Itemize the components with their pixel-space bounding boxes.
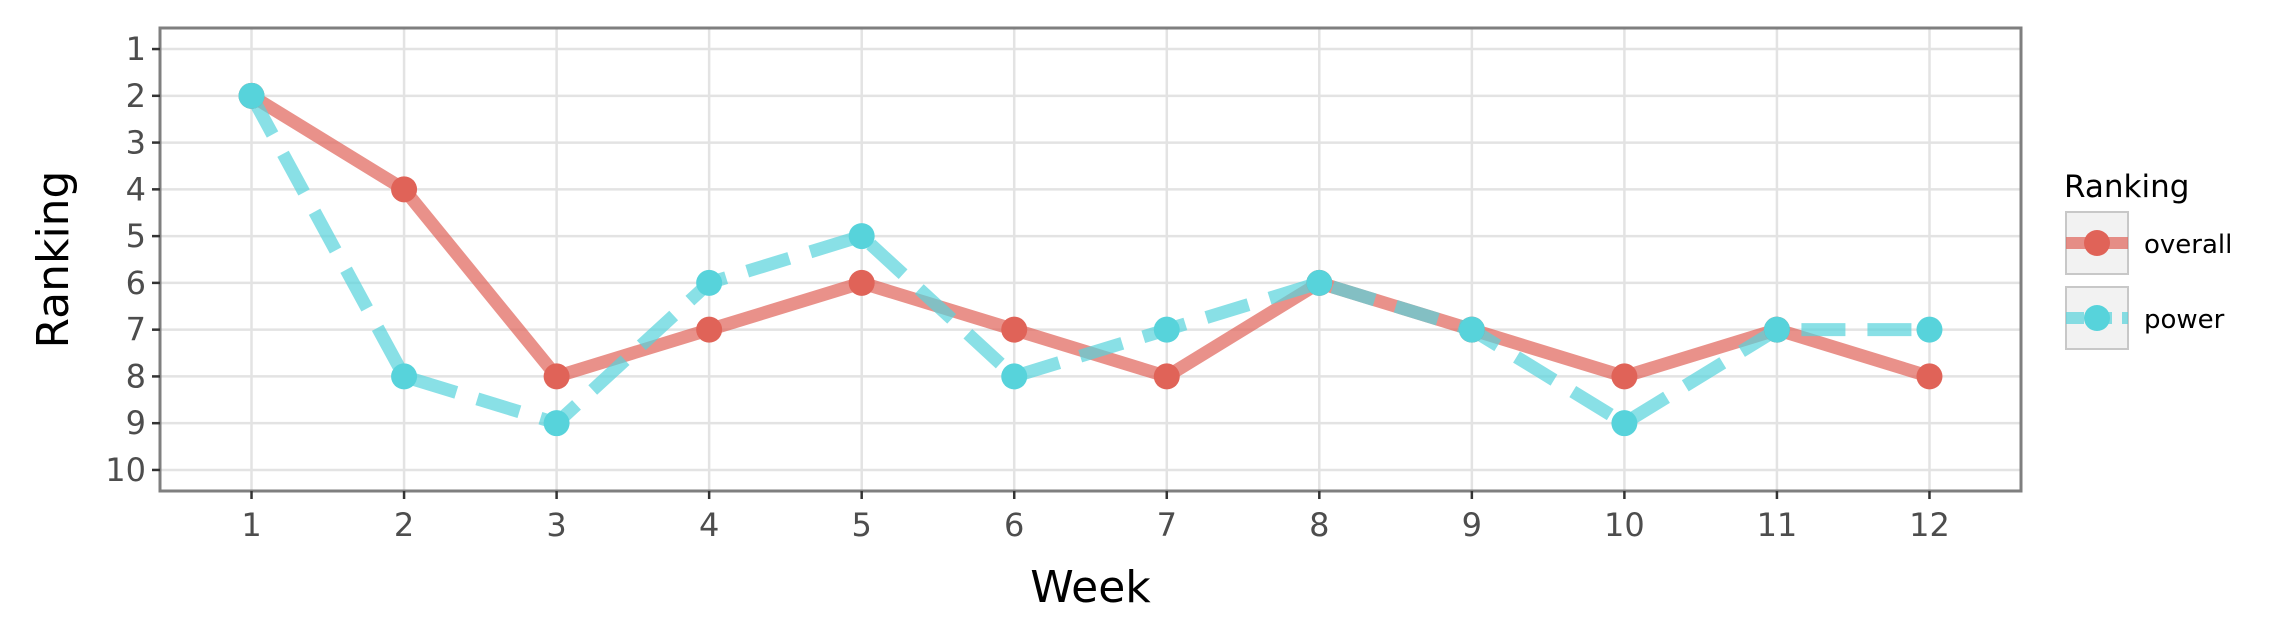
x-tick-label: 9 (1462, 506, 1482, 544)
y-tick-label: 3 (126, 124, 146, 162)
series-layer (238, 82, 1943, 437)
data-point-power (1001, 363, 1028, 390)
data-point-overall (696, 316, 723, 343)
x-tick-label: 2 (394, 506, 414, 544)
data-point-power (1763, 316, 1790, 343)
y-tick-label: 9 (126, 404, 146, 442)
data-point-power (1916, 316, 1943, 343)
data-point-overall (1001, 316, 1028, 343)
legend-item-overall: overall (2065, 211, 2232, 275)
x-tick-label: 6 (1004, 506, 1024, 544)
x-tick-label: 5 (852, 506, 872, 544)
legend-title: Ranking (2064, 169, 2189, 205)
y-tick-label: 5 (126, 217, 146, 255)
y-tick-label: 4 (126, 170, 146, 208)
grid-layer (160, 28, 2021, 491)
data-point-power (1611, 410, 1638, 437)
data-point-power (1458, 316, 1485, 343)
y-tick-label: 6 (126, 264, 146, 302)
y-tick-label: 2 (126, 77, 146, 115)
y-tick-label: 8 (126, 357, 146, 395)
x-tick-label: 1 (241, 506, 261, 544)
legend: Ranking overall power (2064, 169, 2232, 350)
data-point-overall (848, 269, 875, 296)
data-point-power (848, 223, 875, 250)
data-point-overall (543, 363, 570, 390)
panel-border (158, 26, 2023, 493)
y-axis-title: Ranking (28, 171, 79, 349)
y-tick-label: 10 (105, 451, 146, 489)
legend-key-point (2084, 230, 2110, 256)
data-point-power (238, 82, 265, 109)
legend-label: power (2144, 305, 2225, 335)
data-point-power (1153, 316, 1180, 343)
legend-label: overall (2144, 230, 2232, 260)
y-tick-label: 1 (126, 30, 146, 68)
data-point-overall (391, 176, 418, 203)
x-tick-label: 10 (1604, 506, 1645, 544)
x-tick-label: 3 (546, 506, 566, 544)
x-tick-label: 12 (1909, 506, 1950, 544)
x-tick-label: 7 (1157, 506, 1177, 544)
y-tick-label: 7 (126, 311, 146, 349)
data-point-power (696, 269, 723, 296)
x-axis-title: Week (1030, 562, 1151, 613)
data-point-overall (1611, 363, 1638, 390)
x-tick-label: 4 (699, 506, 719, 544)
legend-key-point (2084, 305, 2110, 331)
x-tick-label: 8 (1309, 506, 1329, 544)
series-line-power (245, 92, 1930, 430)
x-tick-label: 11 (1757, 506, 1798, 544)
data-point-power (543, 410, 570, 437)
data-point-power (1306, 269, 1333, 296)
legend-item-power: power (2065, 286, 2225, 350)
data-point-overall (1916, 363, 1943, 390)
data-point-overall (1153, 363, 1180, 390)
data-point-power (391, 363, 418, 390)
legend-items: overall power (2065, 211, 2232, 350)
